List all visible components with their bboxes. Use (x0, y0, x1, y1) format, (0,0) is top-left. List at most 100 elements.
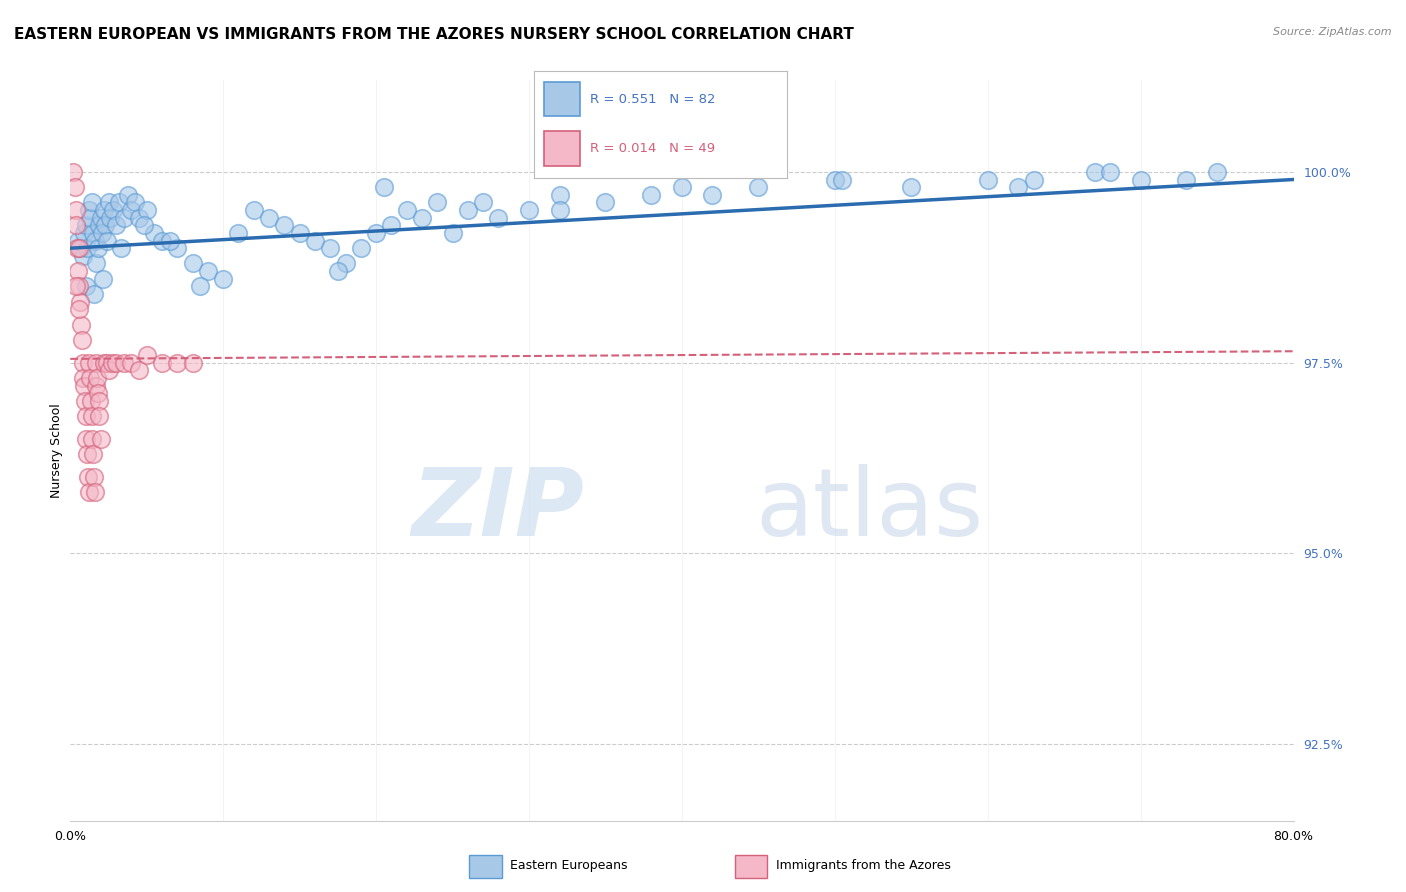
Point (188, 279, 211, 293)
Point (77, 470, 100, 484)
Point (75, 279, 97, 293)
Point (89, 409, 111, 423)
Point (426, 195, 449, 210)
Point (197, 264, 219, 278)
Point (70, 333, 93, 347)
Point (97, 363, 120, 377)
Point (90, 211, 112, 225)
Point (1206, 165, 1229, 179)
Y-axis label: Nursery School: Nursery School (51, 403, 63, 498)
Point (181, 356, 204, 370)
Point (132, 219, 155, 233)
Point (548, 187, 571, 202)
Point (75, 432, 97, 446)
Point (228, 226, 250, 240)
Text: R = 0.014   N = 49: R = 0.014 N = 49 (591, 142, 716, 155)
Point (824, 172, 846, 186)
Point (79, 211, 101, 225)
Point (72, 356, 94, 370)
Point (373, 180, 395, 194)
Point (110, 241, 132, 255)
Point (63, 180, 86, 194)
Point (747, 180, 769, 194)
Point (76, 241, 98, 255)
Point (84, 378, 107, 392)
Point (93, 356, 115, 370)
Point (66, 241, 89, 255)
Point (304, 234, 326, 248)
Point (166, 356, 188, 370)
Point (472, 195, 495, 210)
Point (124, 195, 146, 210)
Point (79, 371, 101, 385)
Point (80, 195, 103, 210)
Point (595, 195, 617, 210)
Text: ZIP: ZIP (411, 464, 583, 556)
Point (87, 386, 110, 401)
Point (65, 279, 87, 293)
Point (72, 249, 94, 263)
Point (90, 432, 112, 446)
Point (87, 393, 110, 408)
Point (488, 211, 510, 225)
Point (273, 219, 295, 233)
Point (75, 219, 97, 233)
Point (67, 279, 90, 293)
Text: atlas: atlas (755, 464, 984, 556)
Bar (735, 855, 768, 878)
Point (548, 202, 571, 217)
Point (73, 226, 96, 240)
Point (1022, 172, 1045, 186)
Point (82, 447, 104, 461)
Point (702, 187, 724, 202)
Text: Source: ZipAtlas.com: Source: ZipAtlas.com (1274, 27, 1392, 37)
Point (84, 256, 107, 270)
Point (69, 302, 91, 317)
Point (79, 356, 101, 370)
Point (441, 226, 464, 240)
Point (181, 256, 204, 270)
Point (70, 241, 93, 255)
Point (380, 219, 402, 233)
Point (83, 485, 105, 500)
Point (1175, 172, 1198, 186)
Point (150, 356, 173, 370)
Point (135, 348, 157, 362)
Point (96, 356, 118, 370)
Point (82, 432, 104, 446)
Point (366, 226, 388, 240)
Point (94, 219, 117, 233)
Bar (544, 131, 579, 166)
Point (65, 219, 87, 233)
Point (65, 202, 87, 217)
Point (1099, 165, 1122, 179)
Point (100, 356, 122, 370)
Point (243, 202, 266, 217)
Point (108, 195, 131, 210)
Point (76, 447, 98, 461)
Point (166, 241, 188, 255)
Point (976, 172, 998, 186)
Point (83, 470, 105, 484)
Bar (544, 82, 579, 116)
Point (66, 234, 89, 248)
Text: Eastern Europeans: Eastern Europeans (510, 859, 628, 871)
Point (159, 234, 181, 248)
Point (350, 241, 373, 255)
Point (105, 356, 128, 370)
Point (117, 187, 139, 202)
Point (121, 202, 143, 217)
Text: EASTERN EUROPEAN VS IMMIGRANTS FROM THE AZORES NURSERY SCHOOL CORRELATION CHART: EASTERN EUROPEAN VS IMMIGRANTS FROM THE … (14, 27, 853, 42)
Point (77, 485, 100, 500)
Point (70, 318, 93, 332)
Point (96, 234, 118, 248)
Point (84, 356, 107, 370)
Point (457, 202, 479, 217)
Point (62, 165, 84, 179)
Point (1084, 165, 1107, 179)
Point (73, 378, 96, 392)
Point (82, 226, 104, 240)
Point (72, 371, 94, 385)
Point (128, 211, 150, 225)
Point (411, 211, 433, 225)
